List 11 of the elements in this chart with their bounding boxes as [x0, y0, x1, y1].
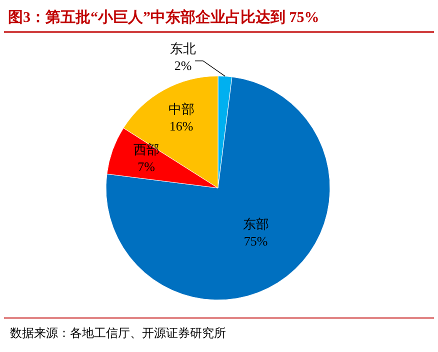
slice-label: 东部	[242, 216, 269, 232]
source-note: 数据来源：各地工信厅、开源证券研究所	[10, 326, 226, 340]
data-label: 7%	[138, 159, 156, 174]
slice-label: 中部	[168, 101, 194, 116]
data-label: 75%	[244, 234, 268, 249]
data-label: 2%	[174, 58, 192, 73]
slice-label: 西部	[133, 142, 160, 158]
slice-label: 东北	[170, 40, 196, 56]
chart-title: 图3：第五批“小巨人”中东部企业占比达到 75%	[8, 8, 320, 26]
data-label: 16%	[169, 118, 194, 134]
pie-slice	[106, 76, 330, 300]
